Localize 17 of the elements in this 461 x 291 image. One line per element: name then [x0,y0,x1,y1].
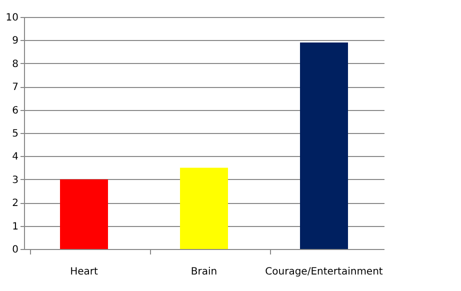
bar [180,168,228,249]
y-tick-label: 1 [12,221,18,232]
y-tick-label: 5 [12,128,18,140]
y-tick-label: 2 [12,198,18,210]
x-tick-label: Heart [70,266,98,278]
y-tick-label: 10 [6,12,18,24]
bar [60,179,108,249]
bar [300,42,348,249]
y-tick-label: 3 [12,174,18,186]
y-tick-label: 0 [12,244,18,256]
y-tick-label: 7 [12,82,18,94]
x-tick-label: Courage/Entertainment [265,266,383,278]
y-tick-label: 6 [12,105,18,116]
y-tick-label: 8 [12,58,18,70]
y-tick-label: 9 [12,36,18,47]
x-tick-label: Brain [190,266,218,278]
y-tick-label: 4 [12,152,18,163]
